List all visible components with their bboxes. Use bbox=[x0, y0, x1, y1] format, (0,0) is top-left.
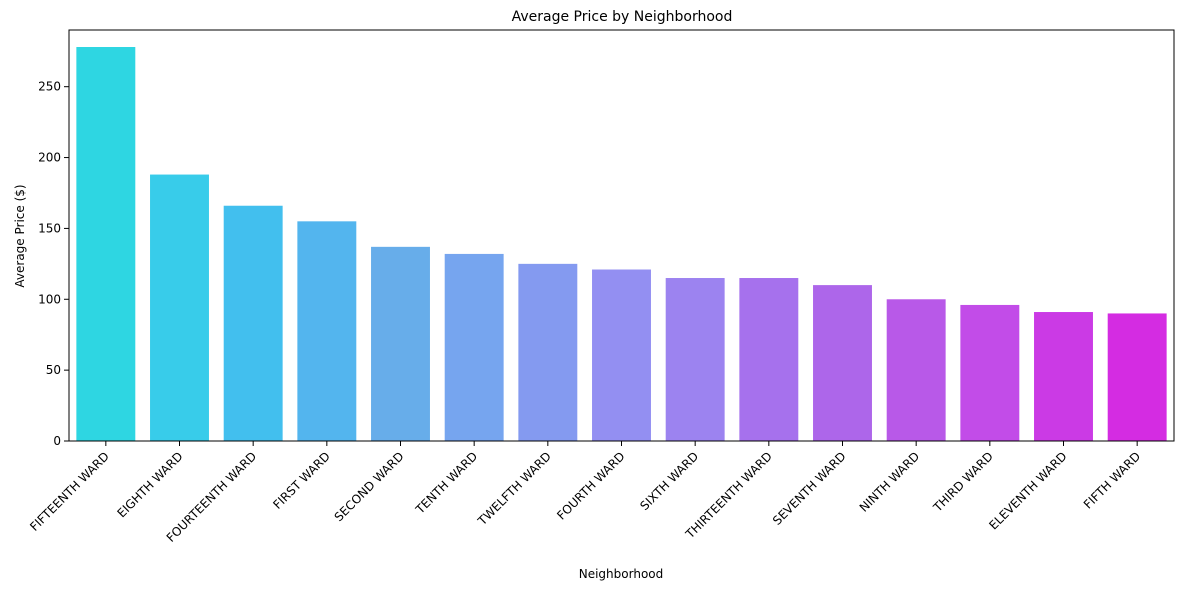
bar-twelfth-ward bbox=[518, 263, 578, 441]
bar-third-ward bbox=[960, 304, 1020, 441]
bar-ninth-ward bbox=[886, 299, 946, 441]
bar-sixth-ward bbox=[665, 278, 725, 441]
x-tick-label: ELEVENTH WARD bbox=[986, 449, 1069, 532]
x-tick-label: TWELFTH WARD bbox=[475, 449, 554, 528]
y-tick-label: 50 bbox=[46, 363, 61, 377]
x-tick-label: SIXTH WARD bbox=[637, 449, 701, 513]
y-axis-label: Average Price ($) bbox=[13, 184, 27, 287]
x-tick-label: SECOND WARD bbox=[332, 449, 407, 524]
x-axis-label: Neighborhood bbox=[579, 567, 664, 581]
x-tick-label: FOURTH WARD bbox=[554, 449, 627, 522]
x-tick-label: THIRD WARD bbox=[930, 449, 996, 515]
bar-seventh-ward bbox=[813, 285, 872, 441]
y-tick-label: 200 bbox=[38, 151, 61, 165]
bars-layer bbox=[76, 47, 1167, 441]
x-tick-label: FIRST WARD bbox=[270, 449, 333, 512]
x-tick-label: FIFTH WARD bbox=[1081, 449, 1143, 511]
x-tick-label: EIGHTH WARD bbox=[114, 449, 185, 520]
x-tick-label: SEVENTH WARD bbox=[770, 449, 849, 528]
bar-eighth-ward bbox=[150, 174, 209, 441]
x-tick-label: NINTH WARD bbox=[857, 449, 923, 515]
bar-thirteenth-ward bbox=[739, 278, 799, 441]
bar-fourth-ward bbox=[592, 269, 651, 441]
bar-tenth-ward bbox=[444, 253, 504, 441]
y-axis-ticks: 0 50 100 150 200 250 bbox=[38, 80, 69, 448]
bar-second-ward bbox=[371, 246, 430, 441]
y-tick-label: 0 bbox=[53, 434, 61, 448]
x-tick-label: TENTH WARD bbox=[412, 449, 480, 517]
plot-frame bbox=[68, 29, 1175, 442]
bar-fifteenth-ward bbox=[76, 47, 136, 441]
chart-title: Average Price by Neighborhood bbox=[512, 9, 733, 25]
bar-fourteenth-ward bbox=[223, 205, 283, 441]
bar-eleventh-ward bbox=[1034, 312, 1093, 441]
y-tick-label: 100 bbox=[38, 292, 61, 306]
y-tick-label: 250 bbox=[38, 80, 61, 94]
bar-first-ward bbox=[297, 221, 357, 441]
y-tick-label: 150 bbox=[38, 221, 61, 235]
bar-fifth-ward bbox=[1107, 313, 1167, 441]
x-tick-label: FIFTEENTH WARD bbox=[27, 449, 112, 534]
